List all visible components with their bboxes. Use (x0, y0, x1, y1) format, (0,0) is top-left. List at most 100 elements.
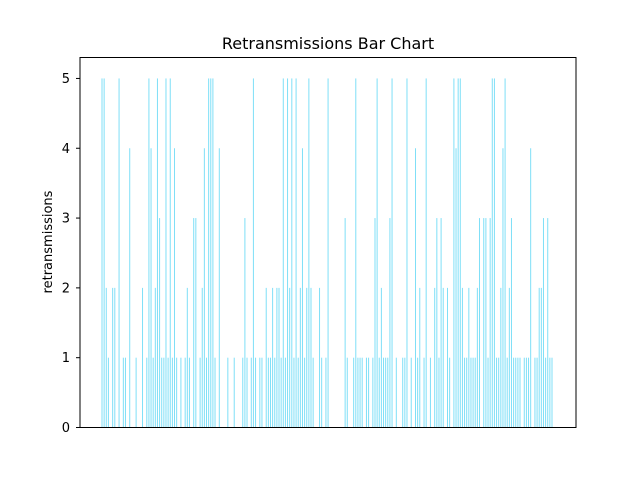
bar (142, 287, 144, 428)
bar (491, 78, 493, 428)
bar (489, 218, 491, 428)
bar (146, 357, 148, 428)
bar (517, 357, 519, 428)
bar (246, 357, 248, 428)
bar (429, 357, 431, 428)
bar (319, 287, 321, 428)
bar (540, 287, 542, 428)
bar (212, 78, 214, 428)
bar (474, 357, 476, 428)
bar (515, 357, 517, 428)
bar (101, 78, 103, 428)
bar (457, 78, 459, 428)
bar (523, 357, 525, 428)
bar (255, 357, 257, 428)
bar (380, 287, 382, 428)
bar (442, 287, 444, 428)
bar (184, 357, 186, 428)
bar (406, 78, 408, 428)
bar (476, 287, 478, 428)
bar (525, 357, 527, 428)
bar (513, 357, 515, 428)
bar (447, 287, 448, 428)
bar (195, 218, 197, 428)
bar (325, 357, 327, 428)
y-axis: 0 1 2 3 4 5 (62, 72, 80, 436)
bar (459, 78, 461, 428)
bar (244, 218, 246, 428)
bar (346, 357, 348, 428)
bar (297, 357, 299, 428)
bar (129, 148, 131, 428)
bar (171, 357, 173, 428)
bar (470, 357, 472, 428)
bar (105, 287, 107, 428)
bar (504, 78, 506, 428)
bar (321, 357, 323, 428)
chart-title: Retransmissions Bar Chart (222, 34, 434, 53)
bar (218, 148, 220, 428)
bar (312, 357, 314, 428)
bar (385, 357, 387, 428)
bar (174, 148, 176, 428)
bar (272, 287, 274, 428)
bar (485, 218, 487, 428)
bar (278, 287, 280, 428)
bar (327, 78, 329, 428)
bar (199, 357, 201, 428)
bar (203, 148, 205, 428)
bar (156, 78, 158, 428)
bar (282, 78, 284, 428)
bar (308, 78, 310, 428)
bar (291, 78, 293, 428)
bar (536, 357, 538, 428)
bar (528, 357, 530, 428)
bar (284, 357, 286, 428)
bar (519, 357, 521, 428)
bar (508, 287, 510, 428)
bar (372, 357, 374, 428)
bar (365, 357, 367, 428)
bar (376, 78, 378, 428)
bar (274, 357, 276, 428)
bar (415, 148, 417, 428)
bar (423, 357, 425, 428)
y-tick-label: 4 (62, 142, 70, 157)
bar (161, 357, 163, 428)
bar (304, 357, 306, 428)
bar (404, 357, 406, 428)
bar (434, 287, 436, 428)
bar (135, 357, 137, 428)
bar (498, 357, 500, 428)
bar (534, 357, 536, 428)
bar (436, 218, 438, 428)
bar (466, 357, 468, 428)
bar (180, 357, 182, 428)
bar (440, 218, 442, 428)
bar (506, 357, 508, 428)
bar (355, 78, 357, 428)
bar (267, 357, 269, 428)
bar (538, 287, 540, 428)
bar (214, 357, 216, 428)
bar (169, 78, 171, 428)
bar (301, 148, 303, 428)
bar (500, 287, 502, 428)
bar-series (101, 78, 553, 428)
bar (344, 218, 346, 428)
bar (449, 357, 451, 428)
bar (287, 78, 289, 428)
bar (357, 357, 359, 428)
bar (547, 218, 549, 428)
bar (410, 357, 412, 428)
bar (455, 148, 457, 428)
bar (483, 218, 485, 428)
bar (201, 287, 203, 428)
bar (493, 78, 495, 428)
bar (159, 218, 161, 428)
bar (542, 218, 544, 428)
bar (496, 357, 498, 428)
bar (163, 357, 165, 428)
bar (233, 357, 235, 428)
